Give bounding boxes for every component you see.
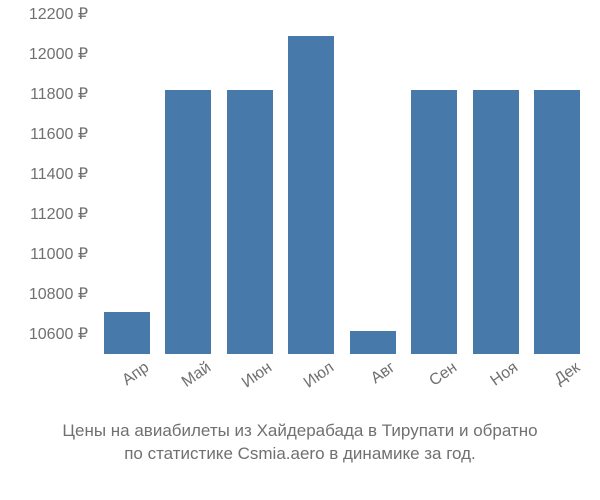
x-tick-label: Июн (236, 354, 276, 392)
x-tick-label: Май (175, 354, 214, 392)
y-tick-label: 11200 ₽ (30, 204, 96, 224)
bar (350, 331, 396, 354)
y-tick-label: 11800 ₽ (30, 84, 96, 104)
chart-caption: Цены на авиабилеты из Хайдерабада в Тиру… (0, 420, 600, 466)
bar (473, 90, 519, 354)
bar (104, 312, 150, 354)
caption-line-2: по статистике Csmia.aero в динамике за г… (124, 444, 476, 463)
x-tick-label: Авг (365, 354, 399, 388)
y-tick-label: 12000 ₽ (29, 44, 96, 64)
x-tick-label: Июл (297, 354, 337, 392)
bar (411, 90, 457, 354)
plot-area: 10600 ₽10800 ₽11000 ₽11200 ₽11400 ₽11600… (96, 14, 588, 354)
x-tick-label: Дек (548, 354, 584, 389)
x-tick-label: Апр (116, 354, 153, 390)
bar (288, 36, 334, 354)
x-tick-label: Ноя (484, 354, 522, 390)
bar (165, 90, 211, 354)
y-tick-label: 11000 ₽ (30, 244, 96, 264)
caption-line-1: Цены на авиабилеты из Хайдерабада в Тиру… (62, 421, 537, 440)
y-tick-label: 12200 ₽ (29, 4, 96, 24)
bar (227, 90, 273, 354)
y-tick-label: 11600 ₽ (30, 124, 96, 144)
y-tick-label: 10800 ₽ (29, 284, 96, 304)
y-tick-label: 10600 ₽ (29, 324, 96, 344)
price-chart: 10600 ₽ 10800 ₽ 11000 ₽ 11200 ₽ 11400 ₽ 11600… (0, 0, 600, 500)
x-tick-label: Сен (423, 354, 461, 390)
y-tick-label: 11400 ₽ (30, 164, 96, 184)
bar (534, 90, 580, 354)
